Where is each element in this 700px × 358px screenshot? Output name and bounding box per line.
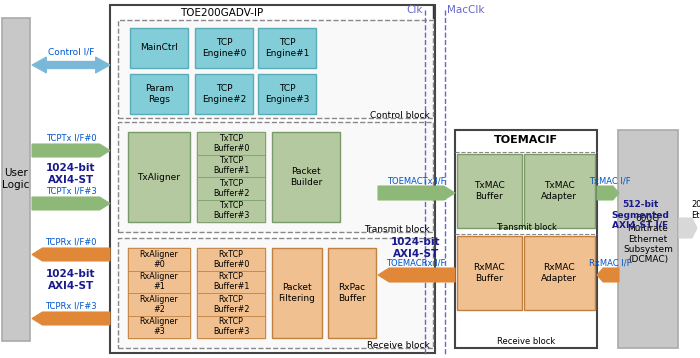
Bar: [272, 248, 322, 338]
Bar: [128, 271, 190, 293]
Bar: [195, 74, 253, 114]
Bar: [118, 20, 433, 118]
Text: RxTCP
Buffer#3: RxTCP Buffer#3: [213, 317, 249, 337]
Bar: [197, 132, 265, 222]
Bar: [618, 130, 678, 348]
Bar: [130, 28, 188, 68]
Bar: [524, 236, 595, 310]
Text: Param
Regs: Param Regs: [145, 84, 174, 104]
Polygon shape: [597, 268, 619, 282]
Text: 1024-bit
AXI4-ST: 1024-bit AXI4-ST: [46, 163, 96, 185]
Bar: [197, 199, 265, 222]
Text: TOE200GADV-IP: TOE200GADV-IP: [180, 8, 263, 18]
Text: 1024-bit
AXI4-ST: 1024-bit AXI4-ST: [391, 237, 441, 259]
Polygon shape: [378, 268, 455, 282]
Text: TxTCP
Buffer#2: TxTCP Buffer#2: [213, 179, 249, 198]
Text: TOEMACRx I/F: TOEMACRx I/F: [386, 258, 446, 267]
Text: TxTCP
Buffer#3: TxTCP Buffer#3: [213, 201, 249, 221]
Polygon shape: [32, 144, 110, 157]
Text: User
Logic: User Logic: [2, 168, 29, 190]
Text: RxMAC
Buffer: RxMAC Buffer: [473, 263, 505, 283]
Text: TxTCP
Buffer#0: TxTCP Buffer#0: [213, 134, 249, 153]
Bar: [128, 293, 190, 315]
Text: 200G
Ethernet: 200G Ethernet: [691, 200, 700, 220]
Bar: [524, 154, 595, 228]
Bar: [197, 177, 265, 199]
Bar: [197, 293, 265, 315]
Polygon shape: [32, 197, 110, 210]
Bar: [457, 154, 522, 228]
Text: RxAligner
#1: RxAligner #1: [139, 272, 178, 291]
Text: TxMAC I/F: TxMAC I/F: [589, 176, 631, 185]
Bar: [2, 18, 30, 341]
Text: 1024-bit
AXI4-ST: 1024-bit AXI4-ST: [46, 269, 96, 291]
Text: TxTCP
Buffer#1: TxTCP Buffer#1: [213, 156, 249, 175]
Text: MainCtrl: MainCtrl: [140, 44, 178, 53]
Text: RxMAC
Adapter: RxMAC Adapter: [541, 263, 577, 283]
Text: Transmit block: Transmit block: [496, 223, 556, 232]
Text: 600G
Multirate
Ethernet
Subsystem
(DCMAC): 600G Multirate Ethernet Subsystem (DCMAC…: [623, 214, 673, 264]
Text: RxMAC I/F: RxMAC I/F: [589, 258, 631, 267]
Text: TCPTx I/F#3: TCPTx I/F#3: [46, 187, 97, 195]
Bar: [457, 236, 522, 310]
Polygon shape: [32, 248, 110, 261]
Text: TCPRx I/F#0: TCPRx I/F#0: [46, 237, 97, 247]
Bar: [197, 248, 265, 271]
Text: RxAligner
#3: RxAligner #3: [139, 317, 178, 337]
Text: RxPac
Buffer: RxPac Buffer: [338, 283, 366, 303]
Text: TCP
Engine#3: TCP Engine#3: [265, 84, 309, 104]
Polygon shape: [32, 312, 110, 325]
Bar: [455, 130, 597, 348]
Text: Receive block: Receive block: [497, 338, 555, 347]
Text: RxTCP
Buffer#0: RxTCP Buffer#0: [213, 250, 249, 269]
Bar: [128, 132, 190, 222]
Text: Receive block: Receive block: [368, 342, 430, 350]
Text: Control I/F: Control I/F: [48, 48, 94, 57]
Text: Packet
Builder: Packet Builder: [290, 167, 322, 187]
Bar: [128, 315, 190, 338]
Polygon shape: [32, 57, 110, 73]
Bar: [197, 132, 265, 155]
Bar: [328, 248, 376, 338]
Bar: [128, 248, 190, 271]
Text: Packet
Filtering: Packet Filtering: [279, 283, 316, 303]
Text: TCP
Engine#1: TCP Engine#1: [265, 38, 309, 58]
Polygon shape: [597, 186, 619, 200]
Text: Clk: Clk: [407, 5, 423, 15]
Bar: [197, 315, 265, 338]
Polygon shape: [378, 186, 455, 200]
Text: TCPTx I/F#0: TCPTx I/F#0: [46, 134, 97, 142]
Text: TxMAC
Buffer: TxMAC Buffer: [474, 181, 505, 201]
Bar: [197, 155, 265, 177]
Bar: [130, 74, 188, 114]
Text: Control block: Control block: [370, 111, 430, 121]
Bar: [195, 28, 253, 68]
Text: MacClk: MacClk: [447, 5, 484, 15]
Text: TOEMACIF: TOEMACIF: [494, 135, 558, 145]
Bar: [128, 248, 190, 338]
Bar: [118, 122, 433, 232]
Bar: [272, 132, 340, 222]
Bar: [118, 238, 433, 348]
Polygon shape: [679, 218, 697, 238]
Text: RxAligner
#2: RxAligner #2: [139, 295, 178, 314]
Text: RxAligner
#0: RxAligner #0: [139, 250, 178, 269]
Bar: [258, 74, 316, 114]
Text: Transmit block: Transmit block: [365, 226, 430, 234]
Text: TCP
Engine#2: TCP Engine#2: [202, 84, 246, 104]
Bar: [110, 5, 435, 353]
Bar: [197, 271, 265, 293]
Text: RxTCP
Buffer#1: RxTCP Buffer#1: [213, 272, 249, 291]
Text: TxMAC
Adapter: TxMAC Adapter: [541, 181, 577, 201]
Text: TxAligner: TxAligner: [137, 173, 181, 182]
Bar: [197, 248, 265, 338]
Text: TOEMACTx I/F: TOEMACTx I/F: [386, 176, 445, 185]
Text: RxTCP
Buffer#2: RxTCP Buffer#2: [213, 295, 249, 314]
Text: 512-bit
Segmented
AXI4-ST I/F: 512-bit Segmented AXI4-ST I/F: [611, 200, 669, 230]
Text: TCP
Engine#0: TCP Engine#0: [202, 38, 246, 58]
Bar: [258, 28, 316, 68]
Text: TCPRx I/F#3: TCPRx I/F#3: [46, 301, 97, 310]
